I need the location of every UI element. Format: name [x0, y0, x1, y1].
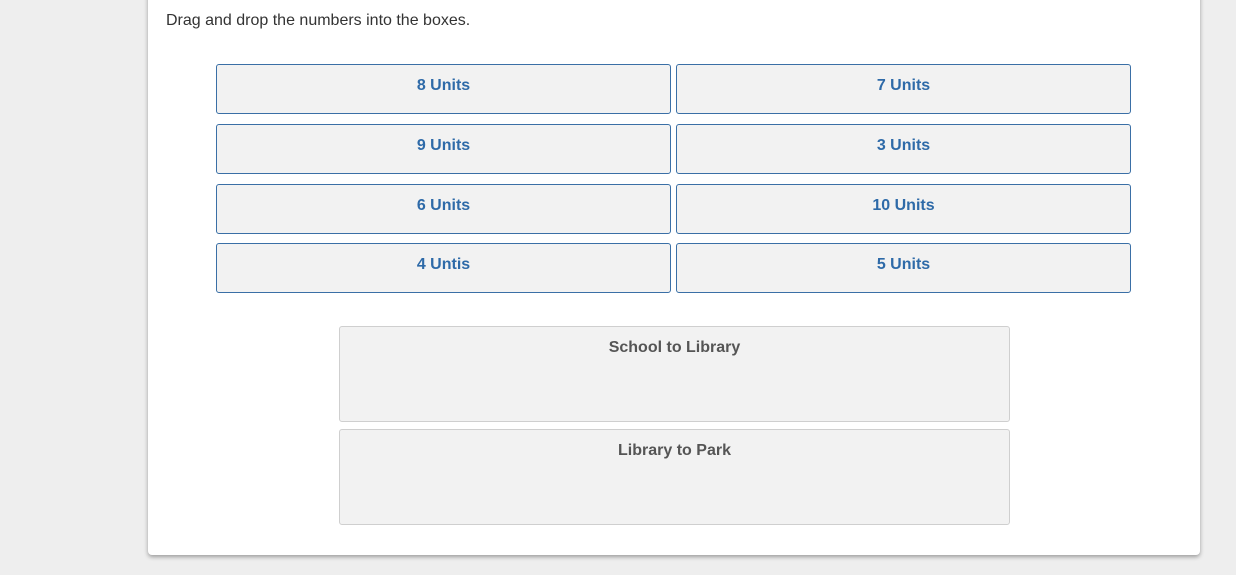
drop-zone-school-to-library[interactable]: School to Library: [339, 326, 1010, 422]
draggable-tile[interactable]: 8 Units: [216, 64, 671, 114]
draggable-tile[interactable]: 7 Units: [676, 64, 1131, 114]
drop-zone-library-to-park[interactable]: Library to Park: [339, 429, 1010, 525]
draggable-tile[interactable]: 6 Units: [216, 184, 671, 234]
draggable-tile[interactable]: 9 Units: [216, 124, 671, 174]
drop-zone-label: School to Library: [608, 339, 741, 356]
draggable-tile[interactable]: 10 Units: [676, 184, 1131, 234]
draggable-tile[interactable]: 5 Units: [676, 243, 1131, 293]
instruction-text: Drag and drop the numbers into the boxes…: [166, 12, 471, 29]
draggable-tile[interactable]: 4 Untis: [216, 243, 671, 293]
drop-zone-label: Library to Park: [618, 442, 731, 459]
draggable-tile[interactable]: 3 Units: [676, 124, 1131, 174]
